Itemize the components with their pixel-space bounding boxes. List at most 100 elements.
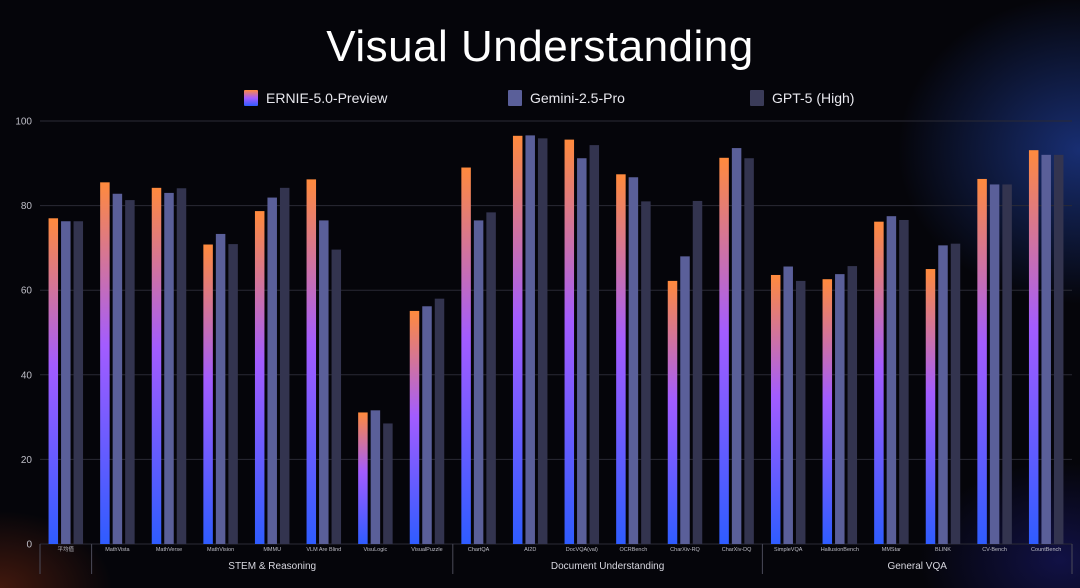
- bar-2-3: [228, 244, 238, 544]
- x-tick-label: CharXiv-DQ: [722, 547, 752, 553]
- bar-0-9: [512, 135, 523, 544]
- bar-1-5: [319, 220, 329, 544]
- bar-0-16: [874, 221, 884, 544]
- bar-2-19: [1053, 154, 1064, 544]
- bar-0-10: [564, 139, 575, 544]
- bar-0-5: [306, 179, 317, 544]
- bar-1-2: [164, 192, 174, 544]
- bar-1-4: [267, 197, 277, 545]
- bar-2-14: [795, 280, 806, 544]
- bar-1-18: [989, 184, 1000, 544]
- legend-swatch-gpt: [750, 90, 764, 106]
- x-tick-label: CharXiv-RQ: [670, 547, 700, 553]
- bar-1-10: [577, 158, 587, 544]
- y-tick-label: 60: [21, 286, 33, 297]
- bar-0-11: [616, 174, 626, 544]
- bar-1-11: [628, 177, 639, 544]
- bar-1-12: [680, 256, 690, 544]
- chart-legend: ERNIE-5.0-Preview Gemini-2.5-Pro GPT-5 (…: [0, 90, 1080, 112]
- chart-title: Visual Understanding: [326, 22, 754, 71]
- bar-1-17: [938, 245, 948, 544]
- y-tick-label: 80: [21, 201, 33, 212]
- x-tick-label: DocVQA(val): [566, 547, 598, 553]
- group-label: General VQA: [887, 561, 947, 572]
- x-tick-label: SimpleVQA: [774, 547, 803, 553]
- bar-2-8: [486, 212, 496, 545]
- legend-item-gemini: Gemini-2.5-Pro: [508, 90, 625, 106]
- bar-0-6: [358, 412, 368, 544]
- bar-0-8: [461, 167, 471, 544]
- bar-2-15: [847, 266, 858, 544]
- x-tick-label: 平均值: [58, 545, 75, 553]
- legend-item-gpt: GPT-5 (High): [750, 90, 854, 106]
- bar-1-13: [731, 148, 742, 544]
- bar-2-16: [899, 219, 909, 544]
- x-tick-label: MathVision: [207, 547, 234, 553]
- bar-2-18: [1002, 184, 1012, 544]
- x-tick-label: MMStar: [882, 547, 901, 553]
- legend-swatch-ernie: [244, 90, 258, 106]
- legend-swatch-gemini: [508, 90, 522, 106]
- bar-2-10: [589, 145, 600, 544]
- bar-2-17: [950, 243, 961, 545]
- bar-0-15: [822, 279, 833, 544]
- x-tick-label: CountBench: [1031, 547, 1061, 553]
- x-tick-label: VLM Are Blind: [306, 547, 341, 553]
- x-tick-label: MMMU: [263, 547, 281, 553]
- bar-0-14: [770, 274, 781, 544]
- bar-1-15: [835, 274, 845, 544]
- bar-2-7: [434, 298, 445, 544]
- bar-2-11: [641, 201, 651, 544]
- y-tick-label: 100: [15, 117, 32, 128]
- bar-1-1: [112, 193, 123, 545]
- bar-0-18: [977, 178, 987, 545]
- x-tick-label: HallusionBench: [821, 547, 859, 553]
- legend-item-ernie: ERNIE-5.0-Preview: [244, 90, 387, 106]
- x-tick-label: CV-Bench: [982, 547, 1007, 553]
- bar-0-2: [151, 187, 162, 545]
- bar-2-13: [744, 158, 754, 544]
- bar-0-17: [925, 269, 936, 544]
- x-tick-label: MathVerse: [156, 547, 182, 553]
- bar-1-14: [783, 266, 793, 544]
- bar-0-12: [667, 280, 678, 544]
- x-tick-label: AI2D: [524, 547, 536, 553]
- bar-2-4: [279, 187, 290, 545]
- x-tick-label: BLINK: [935, 547, 951, 553]
- y-tick-label: 0: [26, 540, 32, 551]
- bar-1-3: [215, 233, 226, 545]
- bar-1-9: [525, 135, 535, 544]
- bar-2-5: [331, 249, 342, 545]
- bar-0-7: [409, 310, 420, 544]
- legend-label-gemini: Gemini-2.5-Pro: [530, 90, 625, 106]
- y-tick-label: 40: [21, 370, 33, 381]
- legend-label-gpt: GPT-5 (High): [772, 90, 855, 106]
- bar-2-0: [73, 221, 84, 544]
- bar-1-19: [1041, 154, 1051, 544]
- bar-0-3: [203, 244, 213, 545]
- bar-0-13: [719, 157, 729, 544]
- bar-2-6: [383, 423, 393, 544]
- bar-1-6: [370, 410, 381, 544]
- bar-1-8: [473, 220, 484, 544]
- bar-1-16: [886, 216, 897, 545]
- x-tick-label: VisualPuzzle: [411, 547, 442, 553]
- legend-label-ernie: ERNIE-5.0-Preview: [266, 90, 388, 106]
- bar-2-12: [692, 200, 703, 544]
- x-tick-label: ChartQA: [468, 547, 490, 553]
- bar-0-4: [254, 211, 265, 544]
- bar-2-9: [537, 138, 548, 544]
- bar-1-7: [422, 306, 432, 544]
- group-label: STEM & Reasoning: [228, 561, 316, 572]
- bar-0-1: [100, 182, 110, 544]
- x-tick-label: MathVista: [105, 547, 130, 553]
- x-tick-label: VisuLogic: [364, 547, 388, 553]
- bar-1-0: [61, 221, 71, 544]
- bar-2-1: [125, 200, 135, 544]
- x-tick-label: OCRBench: [619, 547, 647, 553]
- bar-2-2: [176, 188, 187, 544]
- bar-0-0: [48, 218, 59, 545]
- y-tick-label: 20: [21, 455, 33, 466]
- group-label: Document Understanding: [551, 561, 664, 572]
